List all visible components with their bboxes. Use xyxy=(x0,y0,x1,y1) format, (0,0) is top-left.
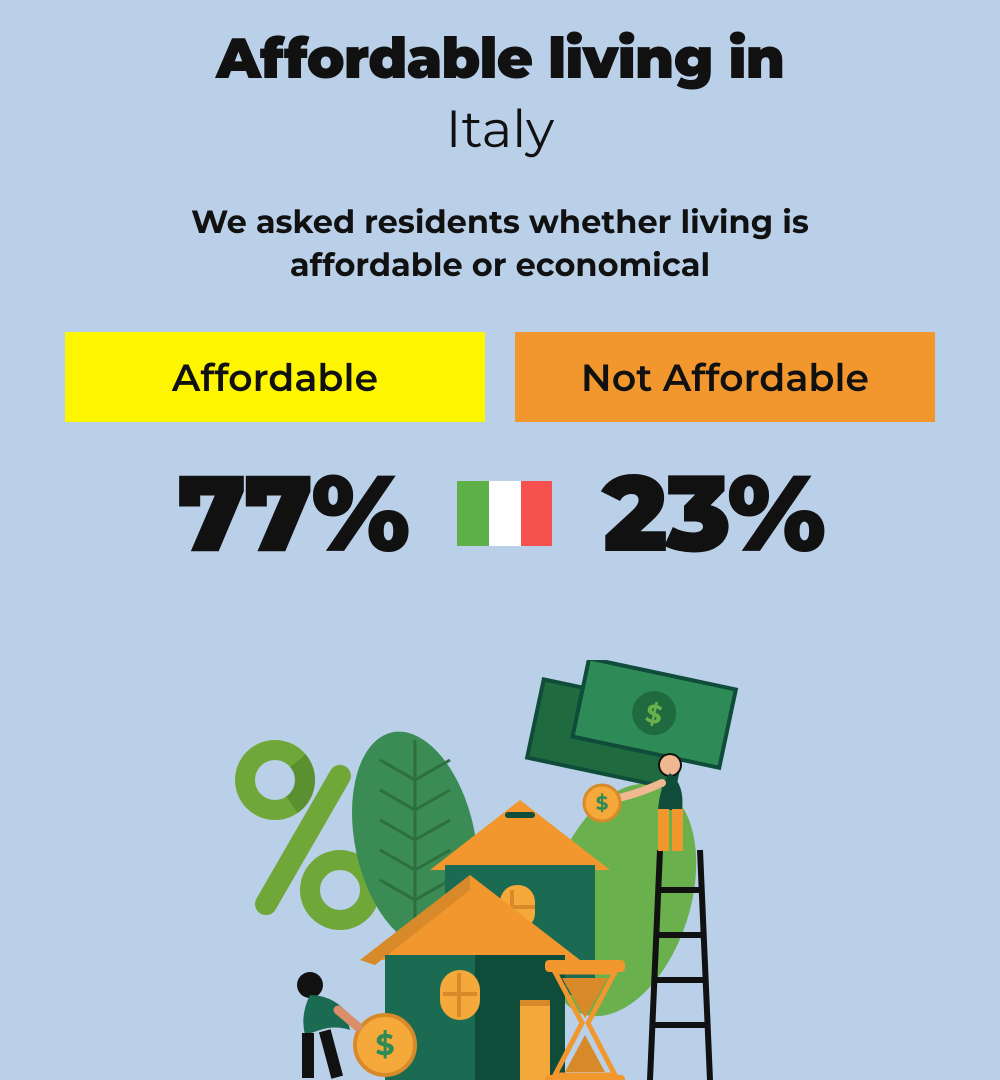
percent-affordable: 77% xyxy=(177,447,407,579)
option-not-affordable: Not Affordable xyxy=(515,332,935,422)
percent-not-affordable: 23% xyxy=(602,447,823,579)
option-affordable: Affordable xyxy=(65,332,485,422)
percent-row: 77% 23% xyxy=(0,447,1000,579)
option-affordable-label: Affordable xyxy=(172,354,378,401)
svg-text:$: $ xyxy=(596,792,609,816)
options-row: Affordable Not Affordable xyxy=(0,332,1000,422)
subtitle: We asked residents whether living isaffo… xyxy=(0,201,1000,287)
money-bills-icon: $ xyxy=(527,660,736,797)
svg-text:$: $ xyxy=(375,1026,394,1063)
title-line2: Italy xyxy=(0,98,1000,161)
percent-icon xyxy=(233,738,370,920)
option-not-affordable-label: Not Affordable xyxy=(581,354,869,401)
italy-flag-icon xyxy=(457,481,552,546)
affordable-living-illustration: $ $ xyxy=(220,660,780,1080)
title-line1: Affordable living in xyxy=(0,0,1000,93)
